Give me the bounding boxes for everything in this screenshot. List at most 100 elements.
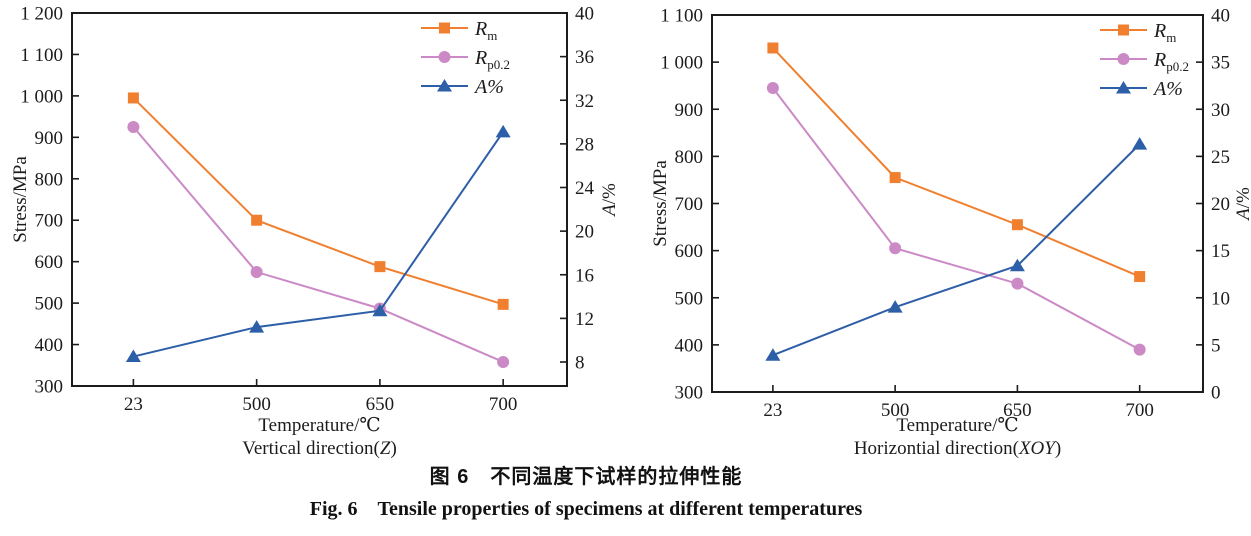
y-left-tick-label: 700 bbox=[35, 211, 64, 232]
y-left-tick-label: 700 bbox=[675, 194, 704, 215]
y-left-axis-title: Stress/MPa bbox=[10, 156, 31, 243]
y-left-tick-label: 400 bbox=[675, 335, 704, 356]
plot-border bbox=[71, 12, 568, 387]
legend-label-A%: A% bbox=[473, 76, 504, 98]
y-right-tick-label: 28 bbox=[575, 134, 594, 155]
series-Rp0.2-marker bbox=[250, 266, 263, 279]
legend-marker bbox=[1118, 24, 1129, 36]
y-left-tick-label: 1 100 bbox=[20, 45, 63, 66]
series-A%-line bbox=[772, 143, 1141, 357]
y-right-tick-label: 40 bbox=[575, 4, 594, 25]
y-left-axis-title: Stress/MPa bbox=[650, 160, 671, 247]
y-right-axis-title: A/% bbox=[1233, 187, 1251, 222]
series-A% bbox=[125, 124, 511, 363]
y-left-tick-label: 600 bbox=[675, 241, 704, 262]
x-tick-label: 650 bbox=[1003, 400, 1032, 421]
series-Rp0.2-marker bbox=[497, 355, 510, 368]
y-axis-left: 300 400 500 600 700 800 900 1 000 1 100 bbox=[660, 6, 719, 404]
x-tick-label: 500 bbox=[881, 400, 910, 421]
y-left-tick-label: 1 000 bbox=[20, 86, 63, 107]
y-left-tick-label: 900 bbox=[675, 100, 704, 121]
y-left-tick-label: 500 bbox=[35, 294, 64, 315]
y-left-tick-label: 1 000 bbox=[660, 53, 703, 74]
series-Rm-marker bbox=[374, 261, 386, 273]
y-left-tick-label: 400 bbox=[35, 335, 64, 356]
y-left-tick-label: 800 bbox=[35, 169, 64, 190]
y-axis-left: 300 400 500 600 700 800 900 1 000 1 100 1 200 bbox=[20, 4, 79, 398]
series-A%-marker bbox=[1132, 137, 1148, 150]
y-right-tick-label: 16 bbox=[575, 265, 594, 286]
series-A%-marker bbox=[765, 348, 781, 361]
y-left-tick-label: 300 bbox=[35, 377, 64, 398]
y-right-tick-label: 35 bbox=[1211, 53, 1230, 74]
series-Rp0.2-marker bbox=[127, 120, 140, 133]
legend: Rm Rp0.2 A% bbox=[421, 18, 510, 98]
y-left-tick-label: 800 bbox=[675, 147, 704, 168]
series-Rp0.2-marker bbox=[766, 82, 779, 95]
y-right-tick-label: 32 bbox=[575, 91, 594, 112]
series-Rm-marker bbox=[127, 92, 139, 104]
series-Rp0.2-line bbox=[772, 87, 1141, 351]
x-tick-label: 500 bbox=[242, 394, 271, 415]
series-Rm-marker bbox=[767, 42, 779, 54]
y-right-tick-label: 25 bbox=[1211, 147, 1230, 168]
series-Rp0.2-marker bbox=[1011, 277, 1024, 290]
x-axis-title: Temperature/℃ bbox=[896, 415, 1018, 436]
y-right-tick-label: 8 bbox=[575, 353, 585, 374]
series-Rp0.2 bbox=[766, 82, 1146, 356]
x-tick-label: 23 bbox=[763, 400, 782, 421]
series-Rm bbox=[127, 92, 509, 310]
series-Rm bbox=[767, 42, 1146, 283]
direction-label: Horizontial direction(XOY) bbox=[854, 438, 1061, 459]
x-axis-title: Temperature/℃ bbox=[258, 415, 380, 436]
figure-caption-chinese: 图 6 不同温度下试样的拉伸性能 bbox=[429, 466, 743, 488]
series-A% bbox=[765, 137, 1148, 361]
x-tick-label: 700 bbox=[1125, 400, 1154, 421]
y-right-tick-label: 0 bbox=[1211, 383, 1221, 404]
y-left-tick-label: 1 100 bbox=[660, 6, 703, 27]
y-axis-right: 8 12 16 20 24 28 32 36 40 bbox=[560, 4, 595, 374]
series-Rm-marker bbox=[251, 214, 263, 226]
legend: Rm Rp0.2 A% bbox=[1100, 20, 1189, 100]
figure-caption-english: Fig. 6 Tensile properties of specimens a… bbox=[309, 498, 863, 520]
legend-marker bbox=[1117, 53, 1130, 65]
y-right-tick-label: 24 bbox=[575, 178, 595, 199]
y-left-tick-label: 900 bbox=[35, 128, 64, 149]
y-left-tick-label: 600 bbox=[35, 252, 64, 273]
y-right-tick-label: 36 bbox=[575, 47, 594, 68]
y-left-tick-label: 300 bbox=[675, 383, 704, 404]
y-right-tick-label: 15 bbox=[1211, 241, 1230, 262]
series-A%-marker bbox=[495, 124, 511, 138]
series-Rm-marker bbox=[1134, 271, 1146, 283]
series-Rm-marker bbox=[497, 298, 509, 310]
y-right-tick-label: 5 bbox=[1211, 335, 1221, 356]
y-right-tick-label: 40 bbox=[1211, 6, 1230, 27]
series-Rm-line bbox=[132, 97, 504, 306]
series-A%-line bbox=[133, 131, 504, 358]
series-A%-marker bbox=[125, 349, 141, 363]
y-right-tick-label: 20 bbox=[575, 222, 594, 243]
chart-vertical-z: 300 400 500 600 700 800 900 1 000 1 100 1 200 8 12 1… bbox=[10, 4, 620, 460]
legend-label-Rp0.2: Rp0.2 bbox=[474, 47, 510, 72]
y-left-tick-label: 1 200 bbox=[20, 4, 63, 25]
legend-marker bbox=[438, 51, 451, 63]
series-Rm-marker bbox=[1011, 219, 1023, 231]
y-right-axis-title: A/% bbox=[599, 183, 620, 218]
direction-label: Vertical direction(Z) bbox=[242, 438, 397, 459]
legend-marker bbox=[437, 79, 452, 92]
series-Rp0.2-line bbox=[132, 126, 504, 363]
plot-border bbox=[711, 14, 1204, 393]
x-axis: 23 500 650 700 bbox=[124, 379, 518, 415]
series-A%-marker bbox=[887, 300, 903, 313]
y-left-tick-label: 500 bbox=[675, 288, 704, 309]
legend-label-A%: A% bbox=[1152, 78, 1183, 100]
x-tick-label: 700 bbox=[489, 394, 518, 415]
legend-marker bbox=[439, 22, 450, 34]
series-A%-marker bbox=[1009, 258, 1025, 272]
legend-label-Rp0.2: Rp0.2 bbox=[1153, 49, 1189, 74]
legend-label-Rm: Rm bbox=[1153, 20, 1176, 45]
x-tick-label: 23 bbox=[124, 394, 143, 415]
